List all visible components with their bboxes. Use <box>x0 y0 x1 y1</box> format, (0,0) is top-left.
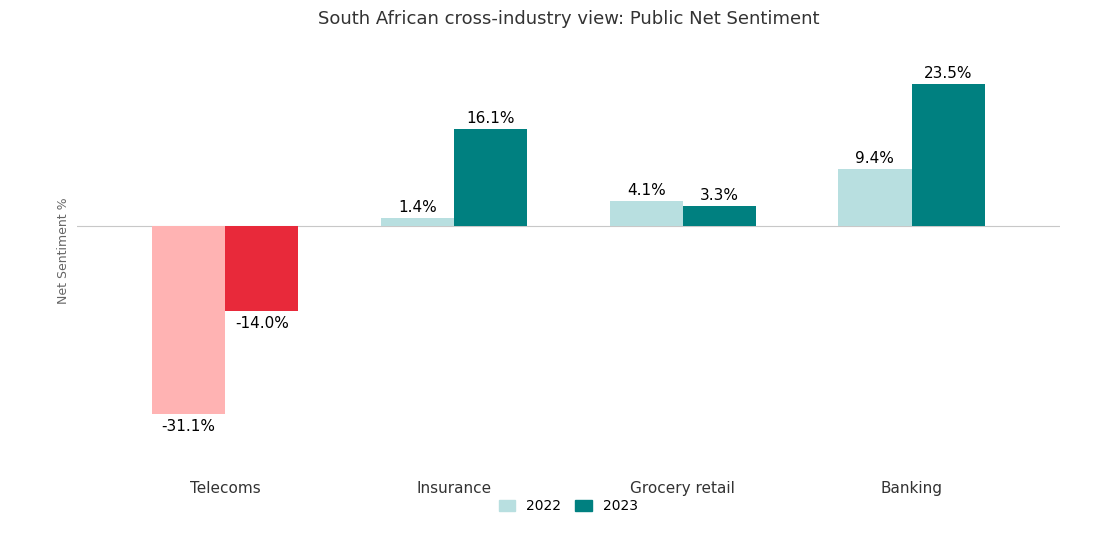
Bar <box>225 226 298 311</box>
Text: 3.3%: 3.3% <box>700 188 739 203</box>
Title: South African cross-industry view: Public Net Sentiment: South African cross-industry view: Publi… <box>318 9 819 28</box>
Bar <box>838 169 912 226</box>
Text: 1.4%: 1.4% <box>398 200 437 215</box>
Text: Banking: Banking <box>881 480 942 495</box>
Bar <box>912 84 985 226</box>
Text: -31.1%: -31.1% <box>162 419 215 434</box>
Bar <box>380 217 454 226</box>
Text: 9.4%: 9.4% <box>856 151 894 166</box>
Bar <box>683 206 756 226</box>
Text: 23.5%: 23.5% <box>924 66 973 81</box>
Text: Grocery retail: Grocery retail <box>631 480 736 495</box>
Bar <box>454 128 527 226</box>
Bar <box>610 201 683 226</box>
Text: 16.1%: 16.1% <box>467 111 515 126</box>
Text: Telecoms: Telecoms <box>190 480 260 495</box>
Y-axis label: Net Sentiment %: Net Sentiment % <box>57 197 70 304</box>
Text: -14.0%: -14.0% <box>235 316 289 331</box>
Legend: 2022, 2023: 2022, 2023 <box>493 494 644 519</box>
Text: Insurance: Insurance <box>416 480 492 495</box>
Text: 4.1%: 4.1% <box>626 183 666 198</box>
Bar <box>152 226 225 414</box>
